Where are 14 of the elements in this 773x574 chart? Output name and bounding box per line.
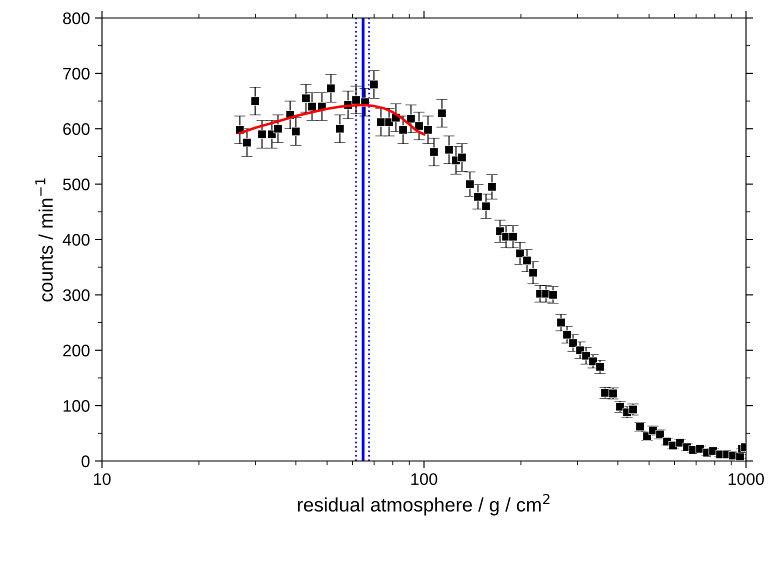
y-tick-label: 800 (63, 12, 90, 24)
x-tick-label: 1000 (728, 473, 764, 486)
y-tick-label: 200 (63, 344, 90, 356)
y-tick-label: 300 (63, 289, 90, 302)
x-tick-label: 10 (94, 473, 111, 486)
y-tick-label: 600 (63, 123, 90, 135)
y-tick-label: 700 (63, 68, 90, 80)
x-axis-title: residual atmosphere / g / cm$^{2}$ (298, 494, 550, 516)
y-tick-label: 500 (63, 178, 90, 190)
x-tick-label: 100 (411, 473, 438, 486)
y-tick-label: 400 (62, 234, 90, 246)
y-tick-label: 0 (82, 455, 90, 468)
y-tick-label: 100 (64, 400, 90, 412)
y-axis-title: counts / min$^{−1}$ (35, 178, 53, 302)
